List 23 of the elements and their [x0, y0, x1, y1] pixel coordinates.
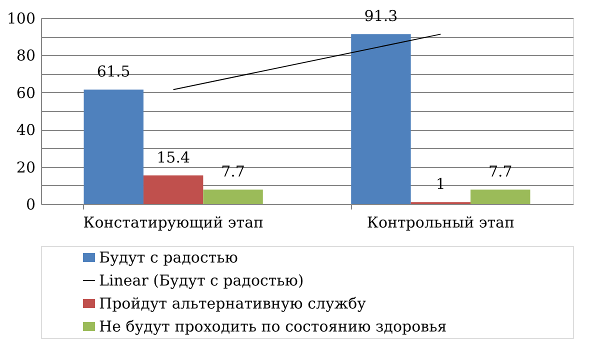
- bar: [203, 190, 263, 204]
- y-tick-label: 100: [6, 10, 36, 28]
- x-tick-label: Констатирующий этап: [83, 214, 264, 232]
- y-tick-label: 60: [16, 84, 36, 102]
- data-label: 15.4: [156, 148, 190, 166]
- data-label: 1: [436, 175, 446, 194]
- legend-label: Будут с радостью: [99, 248, 238, 266]
- x-tick-label: Контрольный этап: [366, 214, 514, 232]
- y-tick-label: 80: [16, 46, 36, 65]
- data-label: 91.3: [364, 7, 398, 26]
- y-tick-label: 20: [16, 158, 36, 176]
- bar: [351, 34, 411, 204]
- data-label: 7.7: [221, 162, 245, 181]
- legend-label: Linear (Будут с радостью): [99, 272, 304, 290]
- bar: [84, 90, 144, 204]
- y-tick-label: 0: [26, 196, 36, 214]
- data-label: 61.5: [96, 62, 130, 81]
- legend-label: Пройдут альтернативную службу: [99, 294, 366, 312]
- bar: [143, 175, 204, 204]
- legend-label: Не будут проходить по состоянию здоровья: [99, 318, 447, 336]
- data-label: 7.7: [488, 162, 512, 181]
- y-tick-label: 40: [16, 121, 36, 140]
- bar: [470, 190, 530, 204]
